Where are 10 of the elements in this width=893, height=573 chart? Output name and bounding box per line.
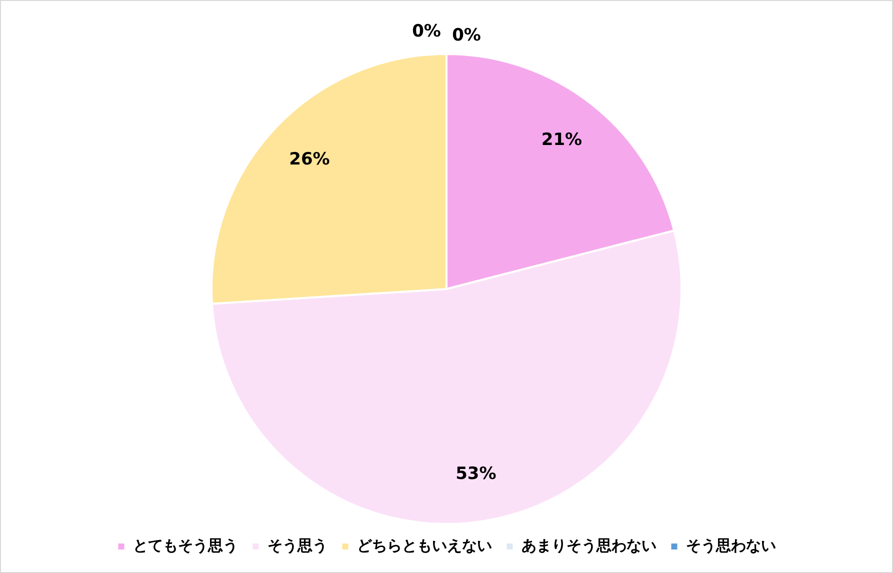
legend-label: あまりそう思わない: [521, 536, 656, 554]
data-label: 26%: [289, 150, 330, 170]
legend-label: そう思う: [267, 536, 328, 554]
legend-label: どちらともいえない: [356, 536, 492, 554]
legend-label: とてもそう思う: [132, 536, 238, 554]
data-label: 53%: [456, 464, 496, 484]
data-label: 21%: [541, 130, 582, 150]
text: 0%: [452, 25, 481, 46]
legend-label: そう思わない: [686, 536, 776, 554]
text: 0%: [412, 21, 441, 42]
